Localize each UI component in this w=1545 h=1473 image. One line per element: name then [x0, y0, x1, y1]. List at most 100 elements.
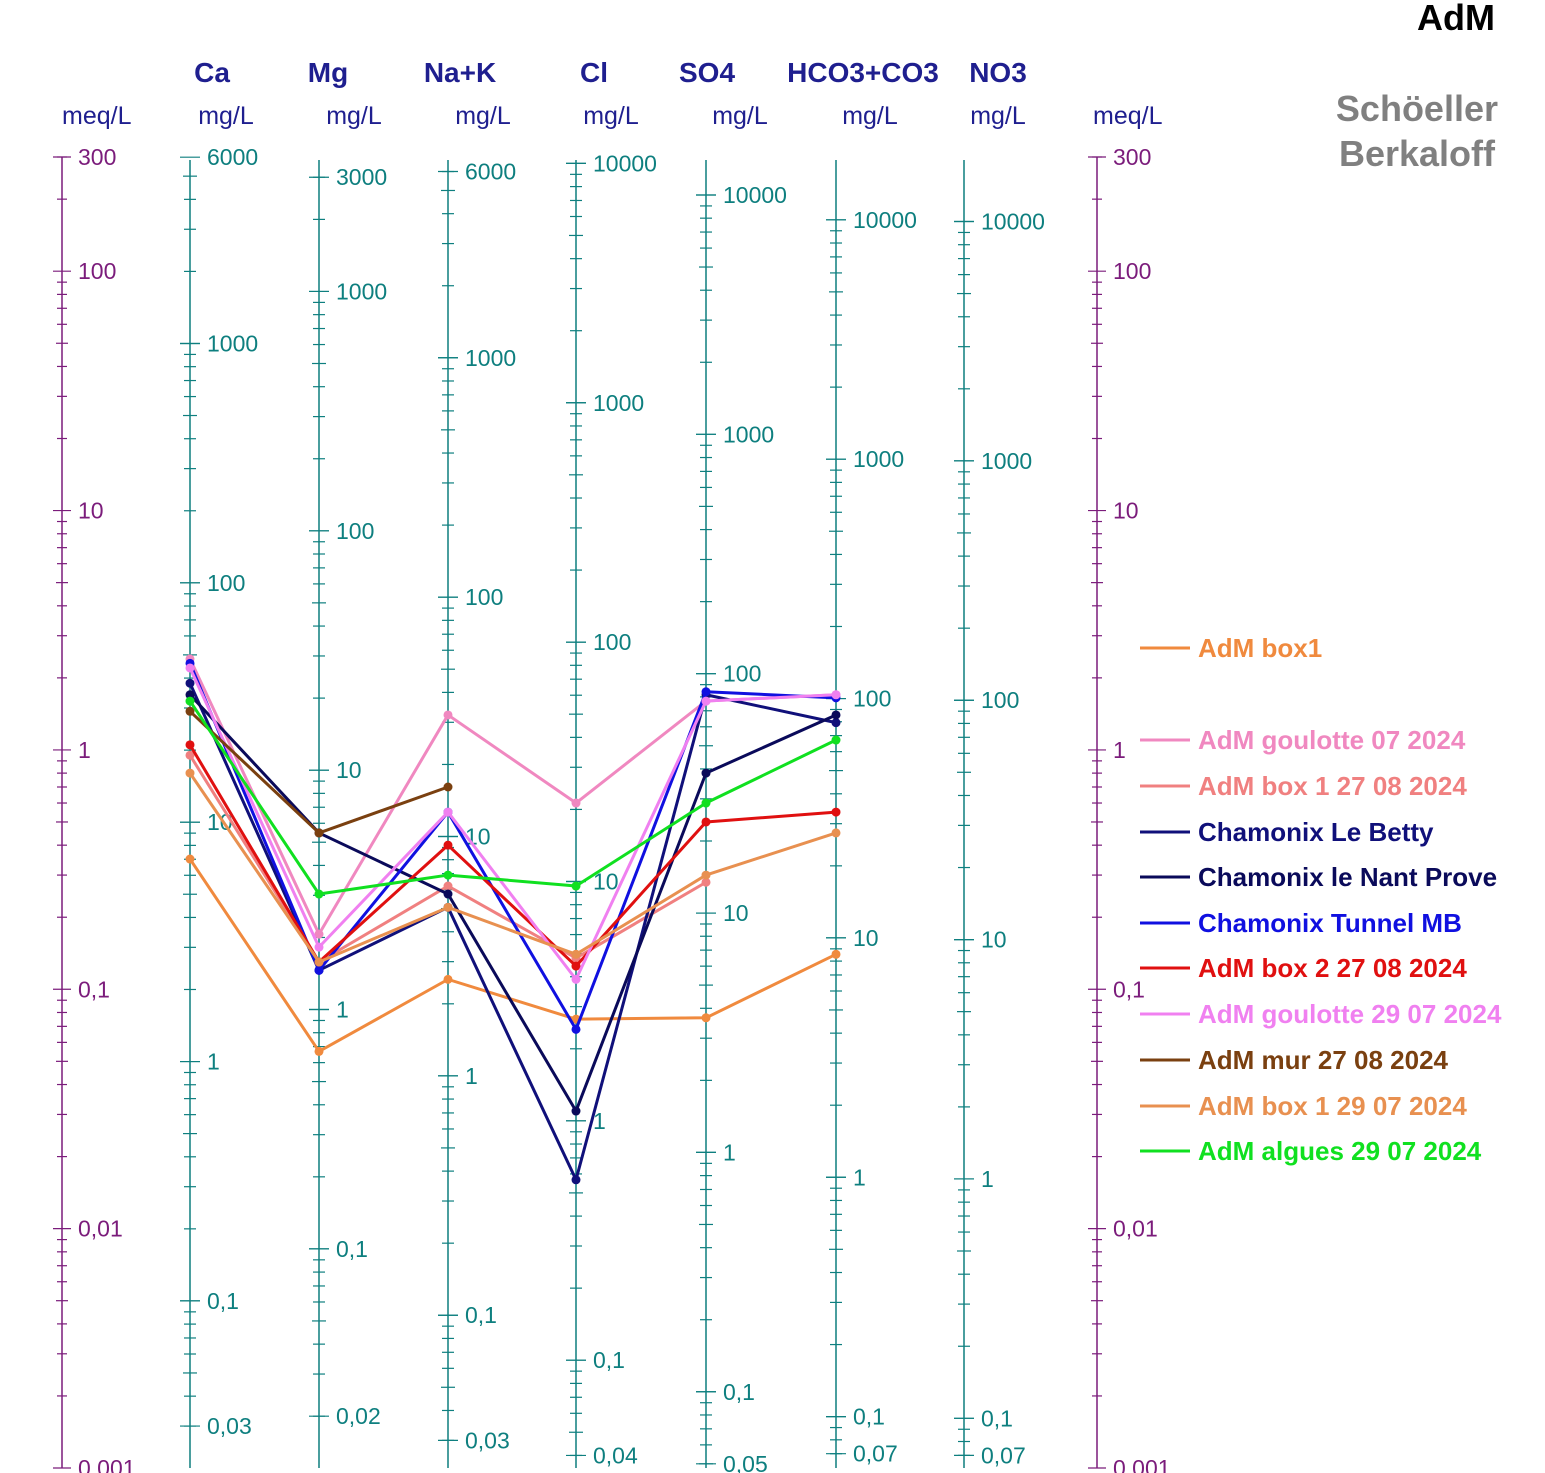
mg-tick-label: 100 [981, 687, 1019, 713]
legend-item: AdM box 1 29 07 2024 [1140, 1091, 1467, 1121]
mg-tick-label: 1 [207, 1049, 220, 1075]
mg-tick-label: 1 [981, 1166, 994, 1192]
mg-tick-label: 10 [723, 900, 749, 926]
ion-name-label: Ca [194, 57, 230, 88]
mg-tick-label: 0,04 [593, 1442, 638, 1468]
mg-tick-label: 0,02 [336, 1403, 381, 1429]
mg-tick-label: 10 [336, 757, 362, 783]
legend: AdM box1 AdM goulotte 07 2024 AdM box 1 27… [1140, 633, 1502, 1166]
meq-tick-label: 0,1 [78, 976, 110, 1002]
meq-tick-label: 0,1 [1113, 976, 1145, 1002]
mg-tick-label: 100 [465, 584, 503, 610]
data-point [831, 710, 841, 720]
unit-label-meq-right: meq/L [1093, 102, 1163, 130]
series-line [188, 700, 837, 896]
data-point [185, 696, 195, 706]
data-point [185, 854, 195, 864]
meq-tick-label: 300 [1113, 144, 1151, 170]
meq-tick-label: 0,01 [78, 1216, 123, 1242]
data-point [185, 750, 195, 760]
mg-tick-label: 0,07 [853, 1441, 898, 1467]
series-7 [185, 663, 841, 984]
mg-tick-label: 1000 [207, 330, 258, 356]
series-line [188, 858, 837, 1053]
legend-item: AdM box 2 27 08 2024 [1140, 953, 1467, 983]
chart-subtitle-line-1: Schöeller [1336, 88, 1498, 129]
mg-tick-label: 1000 [981, 448, 1032, 474]
data-point [443, 889, 453, 899]
meq-axis-right: 300 100 10 1 0,1 0,01 0,001 [1088, 144, 1171, 1473]
data-point [571, 1024, 581, 1034]
data-point [443, 710, 453, 720]
mg-tick-label: 100 [593, 629, 631, 655]
mg-tick-label: 0,07 [981, 1442, 1026, 1468]
ion-unit-label: mg/L [583, 102, 639, 130]
series-layer [185, 654, 841, 1185]
series-5 [185, 658, 841, 1034]
data-point [571, 974, 581, 984]
legend-label: AdM algues 29 07 2024 [1198, 1136, 1482, 1166]
series-line [188, 772, 837, 964]
mg-tick-label: 100 [207, 570, 245, 596]
data-point [314, 942, 324, 952]
data-point [571, 961, 581, 971]
data-point [314, 965, 324, 975]
data-point [185, 768, 195, 778]
data-point [571, 949, 581, 959]
series-8 [185, 706, 453, 838]
mg-tick-label: 0,1 [336, 1236, 368, 1262]
mg-tick-label: 1000 [853, 446, 904, 472]
data-point [185, 706, 195, 716]
series-line [188, 744, 837, 968]
legend-label: AdM box1 [1198, 633, 1322, 663]
ion-name-label: Na+K [424, 57, 496, 88]
mg-tick-label: 6000 [465, 159, 516, 185]
ion-unit-label: mg/L [712, 102, 768, 130]
mg-tick-label: 1 [853, 1164, 866, 1190]
mg-tick-label: 1 [465, 1063, 478, 1089]
meq-tick-label: 0,001 [1113, 1455, 1171, 1473]
mg-tick-label: 3000 [336, 164, 387, 190]
mg-tick-label: 1000 [465, 345, 516, 371]
data-point [443, 840, 453, 850]
ion-unit-label: mg/L [970, 102, 1026, 130]
legend-item: AdM box1 [1140, 633, 1322, 663]
data-point [831, 718, 841, 728]
data-point [443, 974, 453, 984]
ion-name-label: NO3 [969, 57, 1027, 88]
data-point [701, 768, 711, 778]
mg-tick-label: 10000 [723, 182, 787, 208]
data-point [314, 828, 324, 838]
data-point [571, 1106, 581, 1116]
ion-unit-label: mg/L [198, 102, 254, 130]
ion-axis-mg: Mg mg/L 3000 1000 100 10 1 0,1 0,02 [308, 57, 387, 1468]
data-point [571, 881, 581, 891]
data-point [314, 889, 324, 899]
data-point [701, 817, 711, 827]
ion-name-label: HCO3+CO3 [787, 57, 939, 88]
data-point [443, 902, 453, 912]
legend-item: AdM goulotte 07 2024 [1140, 725, 1466, 755]
series-9 [185, 768, 841, 967]
data-point [831, 828, 841, 838]
series-0 [185, 854, 841, 1056]
mg-tick-label: 100 [723, 661, 761, 687]
ion-axis-no3: NO3 mg/L 10000 1000 100 10 1 0,1 0,07 [954, 57, 1045, 1468]
data-point [314, 929, 324, 939]
meq-tick-label: 300 [78, 144, 116, 170]
legend-label: AdM mur 27 08 2024 [1198, 1045, 1449, 1075]
legend-item: Chamonix le Nant Prove [1140, 862, 1497, 892]
legend-item: AdM mur 27 08 2024 [1140, 1045, 1449, 1075]
mg-tick-label: 0,1 [723, 1379, 755, 1405]
mg-tick-label: 10 [981, 927, 1007, 953]
data-point [701, 870, 711, 880]
axes-layer: 300 100 10 1 0,1 0,01 0,001 300 100 10 1 0,1 0,01 0,0… [53, 57, 1171, 1473]
data-point [831, 735, 841, 745]
meq-axis-left: 300 100 10 1 0,1 0,01 0,001 [53, 144, 136, 1473]
mg-tick-label: 10000 [853, 207, 917, 233]
legend-label: AdM box 2 27 08 2024 [1198, 953, 1467, 983]
meq-tick-label: 1 [78, 737, 91, 763]
ion-name-label: Cl [580, 57, 608, 88]
mg-tick-label: 0,03 [207, 1413, 252, 1439]
